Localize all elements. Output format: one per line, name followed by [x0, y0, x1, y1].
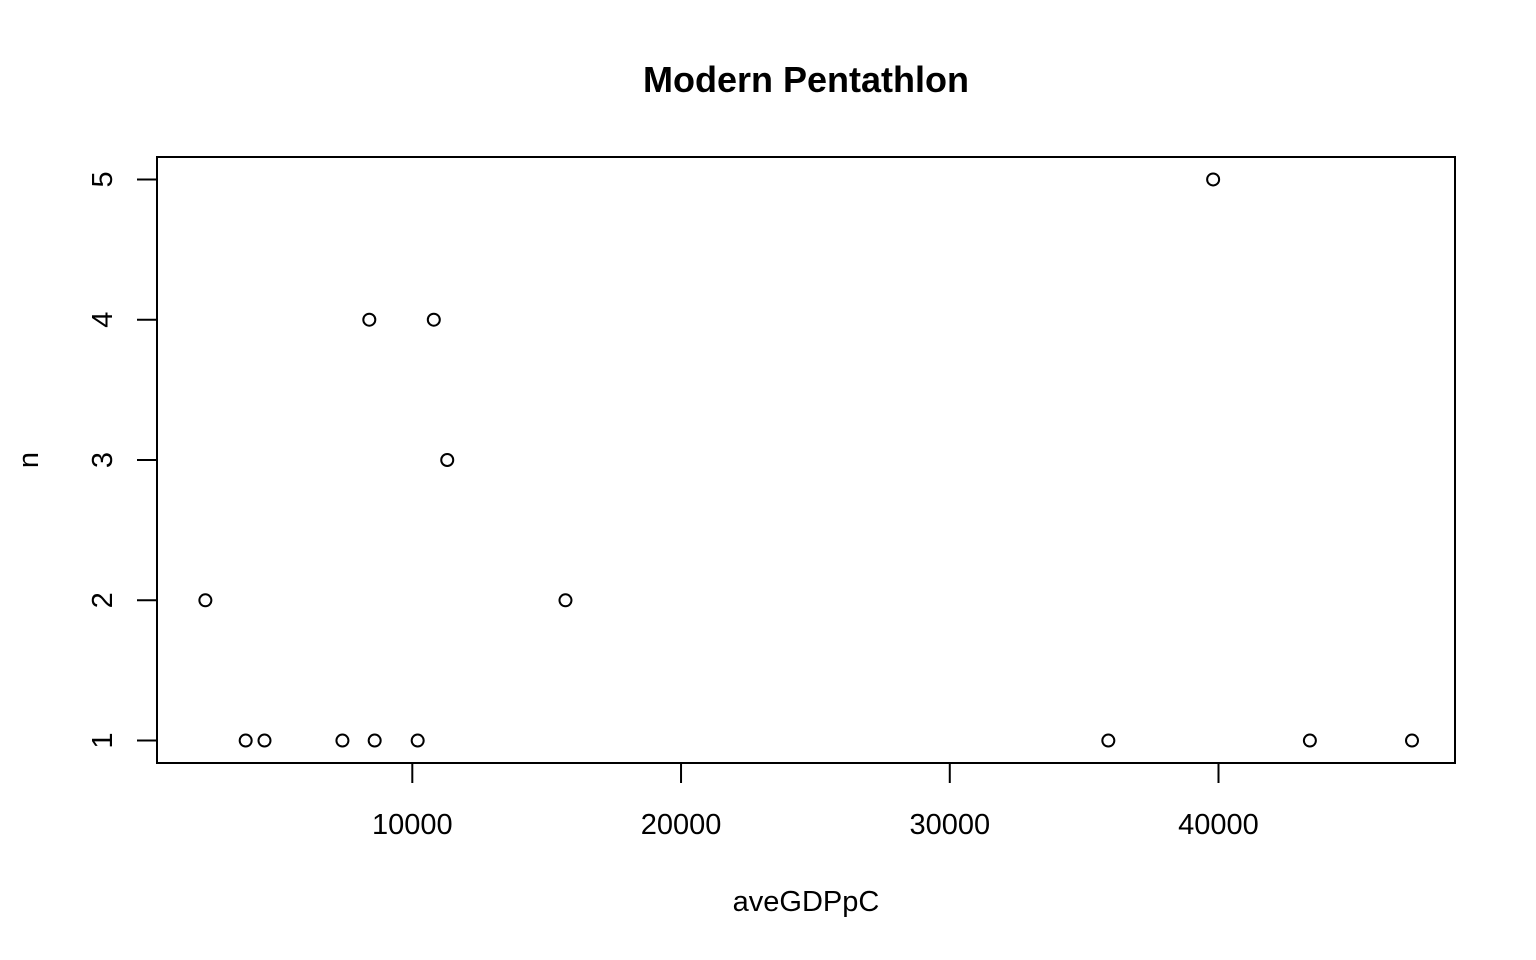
data-point: [558, 593, 573, 608]
data-point: [238, 733, 253, 748]
data-point: [1405, 733, 1420, 748]
data-point: [1206, 172, 1221, 187]
x-axis: 10000 20000 30000 40000: [372, 762, 1259, 841]
x-tick-label: 30000: [909, 809, 990, 841]
data-points: [198, 172, 1420, 748]
data-point: [440, 453, 455, 467]
data-point: [1101, 733, 1116, 748]
x-tick-label: 40000: [1178, 809, 1259, 841]
y-tick-label: 4: [87, 312, 119, 328]
chart-title: Modern Pentathlon: [643, 59, 969, 100]
data-point: [367, 733, 382, 748]
data-point: [426, 312, 441, 327]
data-point: [335, 733, 350, 748]
data-point: [198, 593, 213, 608]
y-axis-label: n: [13, 452, 45, 468]
data-point: [362, 312, 377, 327]
data-point: [1302, 733, 1317, 748]
y-tick-label: 5: [87, 171, 119, 187]
x-axis-label: aveGDPpC: [733, 886, 880, 918]
x-tick-label: 10000: [372, 809, 453, 841]
plot-frame: [156, 156, 1456, 764]
data-point: [257, 733, 272, 748]
x-tick-label: 20000: [641, 809, 722, 841]
data-point: [410, 733, 425, 748]
y-tick-label: 1: [87, 732, 119, 748]
y-tick-label: 3: [87, 452, 119, 468]
y-axis: 1 2 3 4 5: [87, 171, 158, 749]
y-tick-label: 2: [87, 592, 119, 608]
